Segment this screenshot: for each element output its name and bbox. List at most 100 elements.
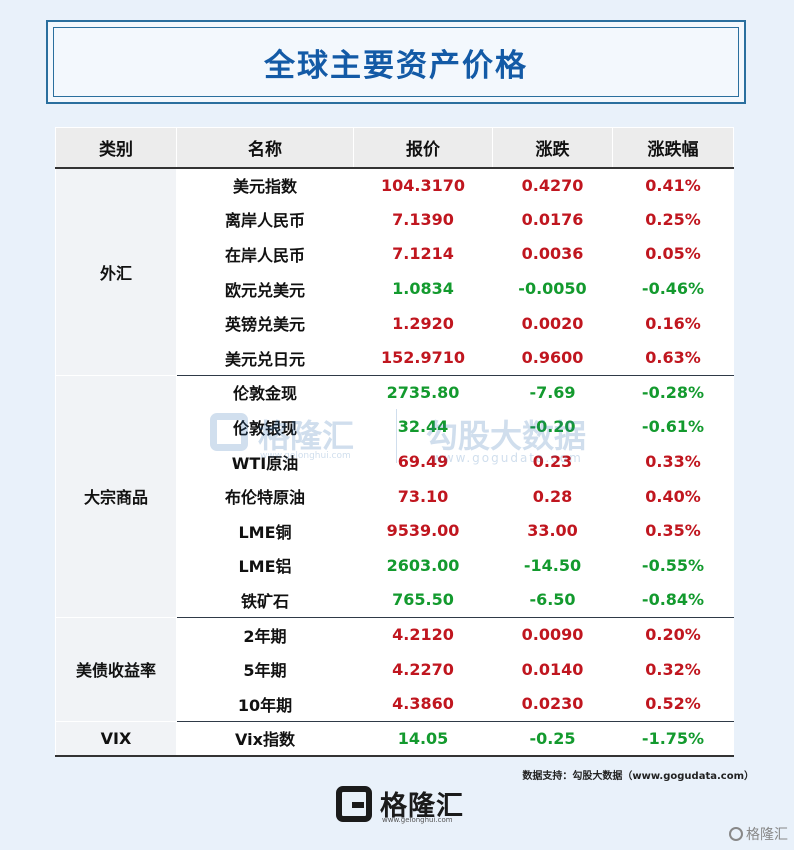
- change-cell: 0.0090: [492, 616, 613, 653]
- price-cell: 9539.00: [353, 512, 493, 549]
- change-cell: 0.0036: [492, 236, 613, 272]
- table-row: 铁矿石 765.50 -6.50 -0.84%: [56, 582, 734, 618]
- change-pct-cell: -1.75%: [612, 720, 734, 757]
- header-change: 涨跌: [492, 127, 613, 169]
- logo-g-icon: [336, 786, 372, 822]
- change-cell: 33.00: [492, 512, 613, 549]
- price-cell: 4.3860: [353, 685, 493, 722]
- change-pct-cell: 0.25%: [612, 201, 734, 238]
- title-inner-frame: 全球主要资产价格: [53, 27, 739, 97]
- change-pct-cell: -0.84%: [612, 582, 734, 618]
- price-cell: 73.10: [353, 478, 493, 514]
- table-row: LME铝 2603.00 -14.50 -0.55%: [56, 547, 734, 584]
- name-cell: 美元指数: [176, 167, 354, 203]
- change-cell: 0.23: [492, 443, 613, 480]
- category-cell: VIX: [55, 720, 177, 757]
- table-row: 美债收益率 2年期 4.2120 0.0090 0.20%: [55, 616, 734, 722]
- price-cell: 4.2120: [353, 616, 493, 653]
- change-pct-cell: 0.41%: [612, 167, 734, 203]
- data-source-note: 数据支持：勾股大数据（www.gogudata.com）: [522, 771, 754, 782]
- price-cell: 7.1390: [353, 201, 493, 238]
- name-cell: WTI原油: [176, 443, 354, 480]
- change-cell: 0.4270: [492, 167, 613, 203]
- change-pct-cell: -0.28%: [612, 374, 734, 411]
- change-cell: -0.25: [492, 720, 613, 757]
- change-pct-cell: 0.35%: [612, 512, 734, 549]
- price-cell: 7.1214: [353, 236, 493, 272]
- change-cell: 0.0230: [492, 685, 613, 722]
- table-row: 离岸人民币 7.1390 0.0176 0.25%: [56, 201, 734, 238]
- change-pct-cell: 0.63%: [612, 339, 734, 376]
- table-row: 英镑兑美元 1.2920 0.0020 0.16%: [56, 305, 734, 341]
- logo-name: 格隆汇: [380, 791, 464, 822]
- table-row: 布伦特原油 73.10 0.28 0.40%: [56, 478, 734, 514]
- price-table: 类别 名称 报价 涨跌 涨跌幅 外汇 美元指数 104.3170 0.4270 0.41…: [55, 127, 734, 757]
- name-cell: 美元兑日元: [176, 339, 354, 376]
- change-pct-cell: 0.40%: [612, 478, 734, 514]
- price-cell: 32.44: [353, 409, 493, 445]
- table-header-row: 类别 名称 报价 涨跌 涨跌幅: [55, 127, 734, 169]
- price-cell: 765.50: [353, 582, 493, 618]
- name-cell: 欧元兑美元: [176, 270, 354, 307]
- corner-g-icon: [729, 827, 743, 841]
- table-row: VIX Vix指数 14.05 -0.25 -1.75%: [55, 720, 734, 757]
- change-cell: 0.0176: [492, 201, 613, 238]
- change-cell: -0.20: [492, 409, 613, 445]
- table-row: WTI原油 69.49 0.23 0.33%: [56, 443, 734, 480]
- corner-watermark-text: 格隆汇: [746, 827, 788, 843]
- change-pct-cell: 0.33%: [612, 443, 734, 480]
- footer-logo: 格隆汇 www.gelonghui.com: [336, 784, 466, 824]
- change-cell: 0.9600: [492, 339, 613, 376]
- category-cell: 外汇: [55, 167, 177, 376]
- table-row: 大宗商品 伦敦金现 2735.80 -7.69 -0.28%: [55, 374, 734, 618]
- price-cell: 104.3170: [353, 167, 493, 203]
- price-cell: 4.2270: [353, 651, 493, 687]
- name-cell: 伦敦银现: [176, 409, 354, 445]
- header-change-pct: 涨跌幅: [612, 127, 734, 169]
- table-row: 伦敦银现 32.44 -0.20 -0.61%: [56, 409, 734, 445]
- change-pct-cell: 0.32%: [612, 651, 734, 687]
- table-row: 10年期 4.3860 0.0230 0.52%: [56, 685, 734, 722]
- name-cell: 伦敦金现: [176, 374, 354, 411]
- title-banner: 全球主要资产价格: [46, 20, 746, 104]
- price-cell: 69.49: [353, 443, 493, 480]
- header-price: 报价: [353, 127, 493, 169]
- name-cell: 10年期: [176, 685, 354, 722]
- name-cell: 布伦特原油: [176, 478, 354, 514]
- change-pct-cell: -0.55%: [612, 547, 734, 584]
- change-cell: 0.28: [492, 478, 613, 514]
- table-row: LME铜 9539.00 33.00 0.35%: [56, 512, 734, 549]
- change-pct-cell: 0.05%: [612, 236, 734, 272]
- table-row: 在岸人民币 7.1214 0.0036 0.05%: [56, 236, 734, 272]
- name-cell: LME铝: [176, 547, 354, 584]
- name-cell: 5年期: [176, 651, 354, 687]
- price-cell: 2735.80: [353, 374, 493, 411]
- change-cell: -14.50: [492, 547, 613, 584]
- category-cell: 美债收益率: [55, 616, 177, 722]
- name-cell: 2年期: [176, 616, 354, 653]
- header-category: 类别: [55, 127, 177, 169]
- category-cell: 大宗商品: [55, 374, 177, 618]
- change-cell: 0.0140: [492, 651, 613, 687]
- price-cell: 2603.00: [353, 547, 493, 584]
- name-cell: LME铜: [176, 512, 354, 549]
- table-row: 欧元兑美元 1.0834 -0.0050 -0.46%: [56, 270, 734, 307]
- change-pct-cell: 0.52%: [612, 685, 734, 722]
- change-cell: 0.0020: [492, 305, 613, 341]
- table-body: 外汇 美元指数 104.3170 0.4270 0.41% 离岸人民币 7.1390 0.01…: [55, 167, 734, 757]
- change-pct-cell: -0.46%: [612, 270, 734, 307]
- change-cell: -0.0050: [492, 270, 613, 307]
- price-cell: 14.05: [353, 720, 493, 757]
- change-cell: -6.50: [492, 582, 613, 618]
- page-title: 全球主要资产价格: [264, 47, 528, 84]
- change-cell: -7.69: [492, 374, 613, 411]
- change-pct-cell: 0.16%: [612, 305, 734, 341]
- name-cell: 铁矿石: [176, 582, 354, 618]
- name-cell: 英镑兑美元: [176, 305, 354, 341]
- name-cell: 在岸人民币: [176, 236, 354, 272]
- name-cell: 离岸人民币: [176, 201, 354, 238]
- corner-watermark: 格隆汇: [729, 824, 788, 844]
- header-name: 名称: [176, 127, 354, 169]
- change-pct-cell: -0.61%: [612, 409, 734, 445]
- table-row: 5年期 4.2270 0.0140 0.32%: [56, 651, 734, 687]
